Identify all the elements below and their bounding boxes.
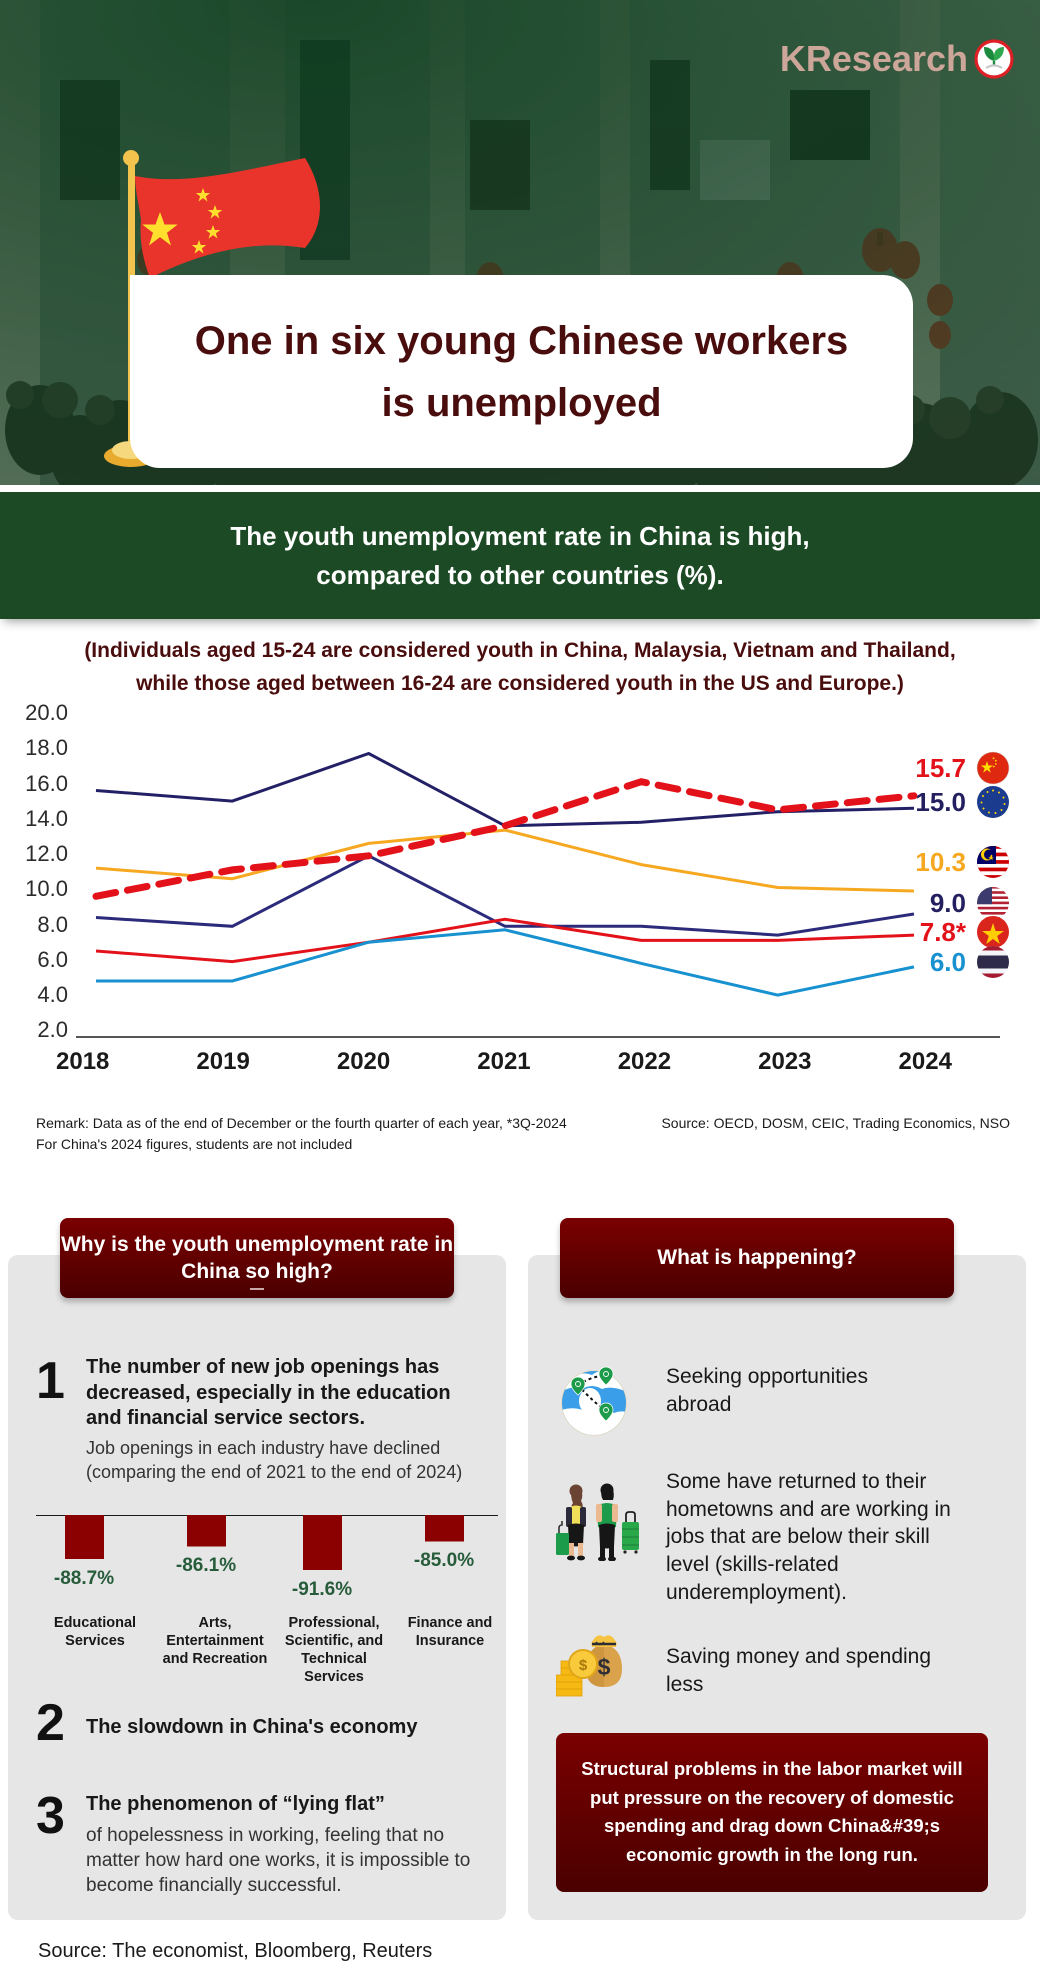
svg-text:-86.1%: -86.1% <box>176 1555 236 1576</box>
svg-text:-85.0%: -85.0% <box>414 1550 474 1571</box>
svg-text:-91.6%: -91.6% <box>292 1579 352 1600</box>
svg-text:$: $ <box>598 1654 611 1680</box>
svg-text:$: $ <box>579 1657 588 1674</box>
svg-text:-88.7%: -88.7% <box>54 1568 114 1589</box>
